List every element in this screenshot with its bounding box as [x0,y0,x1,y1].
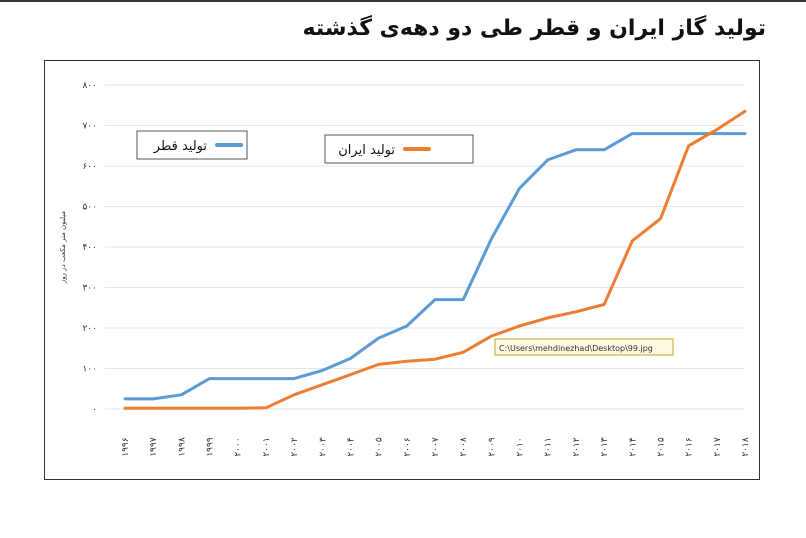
y-tick-label: ۶۰۰ [82,162,97,172]
x-tick-label: ۱۹۹۷ [149,437,159,457]
x-tick-label: ۲۰۱۲ [572,437,582,457]
x-tick-label: ۲۰۰۹ [487,437,497,457]
annotation: C:\Users\mehdinezhad\Desktop\99.jpg [494,338,674,356]
legend-label: تولید قطر [153,139,208,154]
y-tick-label: ۱۰۰ [82,365,97,375]
tooltip-box [494,338,674,356]
x-tick-label: ۱۹۹۸ [177,437,187,457]
x-tick-label: ۲۰۰۸ [459,437,469,457]
series-layer [123,109,747,410]
legend-item: تولید قطر [136,130,248,160]
legend-box [324,134,474,164]
page-title: تولید گاز ایران و قطر طی دو دهه‌ی گذشته [302,16,766,41]
x-tick-label: ۲۰۱۸ [741,437,751,457]
x-tick-label: ۲۰۰۴ [346,437,356,457]
legend-item: تولید ایران [324,134,474,164]
tooltip-label: C:\Users\mehdinezhad\Desktop\99.jpg [499,344,653,353]
chart-frame: ۰ ۱۰۰ ۲۰۰ ۳۰۰ ۴۰۰ ۵۰۰ ۶۰۰ ۷۰۰ ۸۰۰ میلیون متر مکعب… [44,60,760,480]
x-tick-label: ۲۰۱۷ [713,437,723,457]
x-tick-label: ۲۰۱۰ [516,437,526,456]
file-path-tooltip: C:\Users\mehdinezhad\Desktop\99.jpg [494,338,674,356]
legend-label: تولید ایران [338,143,395,158]
y-tick-label: ۸۰۰ [82,81,97,91]
y-axis: ۰ ۱۰۰ ۲۰۰ ۳۰۰ ۴۰۰ ۵۰۰ ۶۰۰ ۷۰۰ ۸۰۰ میلیون متر مکعب… [59,81,97,415]
x-tick-label: ۱۹۹۶ [121,437,131,457]
top-border [0,0,806,2]
grid-layer [105,84,745,410]
x-tick-label: ۲۰۱۳ [600,437,610,457]
line-chart: ۰ ۱۰۰ ۲۰۰ ۳۰۰ ۴۰۰ ۵۰۰ ۶۰۰ ۷۰۰ ۸۰۰ میلیون متر مکعب… [59,81,751,457]
x-tick-label: ۲۰۱۴ [628,437,638,457]
x-tick-label: ۲۰۰۲ [290,437,300,457]
x-tick-label: ۲۰۰۱ [262,437,272,456]
y-tick-label: ۴۰۰ [82,243,97,253]
x-tick-label: ۲۰۱۵ [656,437,666,457]
x-axis: ۱۹۹۶ ۱۹۹۷ ۱۹۹۸ ۱۹۹۹ ۲۰۰۰ ۲۰۰۱ ۲۰۰۲ ۲۰۰۳ ۲۰۰۴ ۲۰۰۵… [121,437,751,457]
y-tick-label: ۳۰۰ [82,284,97,294]
x-tick-label: ۲۰۰۵ [375,437,385,457]
y-tick-label: ۷۰۰ [82,122,97,132]
series-line-iran [123,109,747,410]
x-tick-label: ۱۹۹۹ [206,437,216,457]
y-axis-label: میلیون متر مکعب در روز [59,211,67,284]
x-tick-label: ۲۰۰۰ [234,437,244,456]
x-tick-label: ۲۰۱۶ [685,437,695,457]
y-tick-label: ۵۰۰ [82,203,97,213]
y-tick-label: ۰ [92,405,97,415]
x-tick-label: ۲۰۰۶ [403,437,413,457]
x-tick-label: ۲۰۱۱ [544,437,554,456]
legend: تولید قطر تولید ایران [136,130,474,164]
series-line-qatar [123,132,747,401]
y-tick-label: ۲۰۰ [82,324,97,334]
x-tick-label: ۲۰۰۳ [318,437,328,457]
x-tick-label: ۲۰۰۷ [431,437,441,457]
